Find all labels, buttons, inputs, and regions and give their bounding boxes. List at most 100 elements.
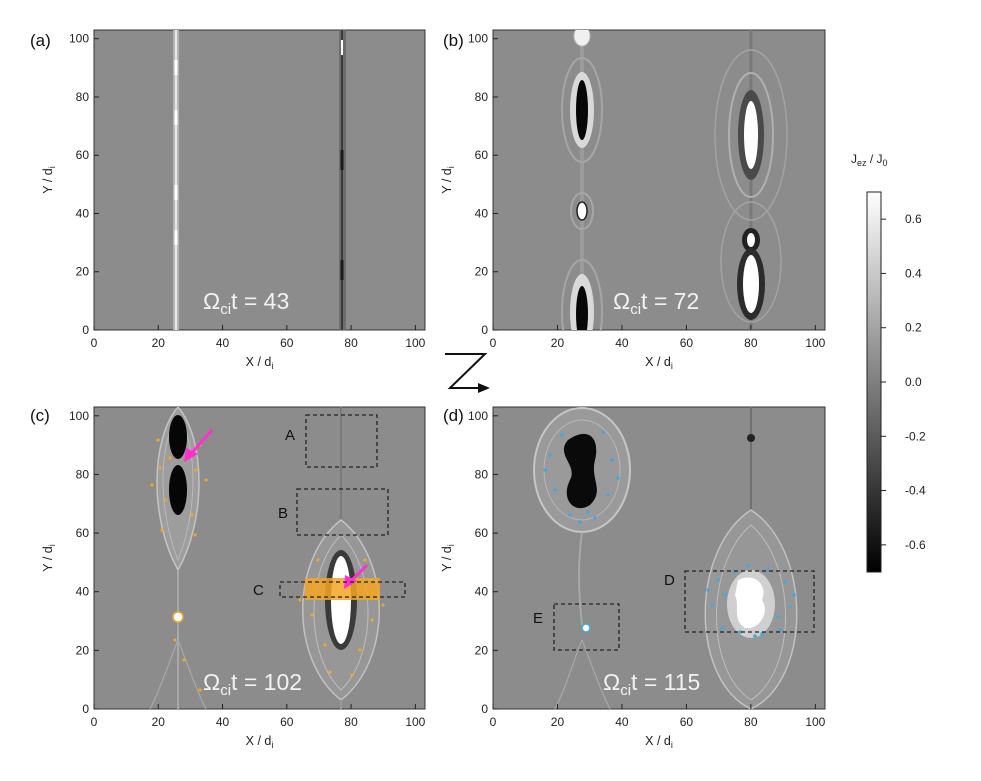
y-tick-label: 20: [76, 265, 90, 279]
panel-d: D E (d) Ωcit = 115: [443, 406, 826, 710]
panel-c-label: (c): [30, 406, 50, 425]
y-tick-label: 20: [475, 643, 489, 657]
x-tick-label: 0: [91, 336, 98, 350]
panel-a: (a) Ωcit = 43: [30, 29, 426, 331]
panel-d-axes: 0 20 40 60 80 100 0 20 40 60 80 100 X / di Y / di: [440, 409, 826, 750]
svg-text:Ωcit = 102: Ωcit = 102: [203, 669, 302, 699]
panel-c-orange-markers: [150, 438, 385, 692]
x-tick-label: 20: [152, 336, 166, 350]
x-tick-label: 60: [680, 336, 694, 350]
x-tick-label: 20: [551, 715, 565, 729]
y-tick-label: 60: [76, 148, 90, 162]
x-tick-label: 40: [615, 336, 629, 350]
y-tick-label: 100: [468, 32, 488, 46]
panel-c: A B C (c) Ωcit = 102: [30, 406, 426, 710]
x-tick-label: 100: [805, 715, 825, 729]
y-tick-label: 0: [82, 323, 89, 337]
y-tick-label: 100: [468, 409, 488, 423]
panel-b-time-label: Ωcit = 72: [613, 288, 699, 318]
colorbar-tick-label: -0.6: [905, 538, 926, 552]
panel-c-time-label: Ωcit = 102: [203, 669, 302, 699]
x-tick-label: 100: [405, 715, 425, 729]
x-tick-label: 20: [152, 715, 166, 729]
box-d-label: D: [664, 572, 675, 589]
x-tick-label: 0: [91, 715, 98, 729]
x-tick-label: 80: [344, 715, 358, 729]
y-tick-label: 40: [76, 206, 90, 220]
panel-a-axes: 0 20 40 60 80 100 0 20 40 60 80 100 X / di Y / di: [41, 32, 426, 371]
y-axis-label: Y / di: [440, 166, 456, 193]
y-tick-label: 40: [475, 585, 489, 599]
x-tick-label: 40: [615, 715, 629, 729]
x-tick-label: 60: [680, 715, 694, 729]
y-tick-label: 20: [475, 265, 489, 279]
y-axis-label: Y / di: [41, 544, 57, 571]
panel-b-axes: 0 20 40 60 80 100 0 20 40 60 80 100 X / di Y / di: [440, 32, 826, 371]
box-b: [296, 488, 389, 536]
y-tick-label: 40: [76, 585, 90, 599]
x-tick-label: 80: [744, 715, 758, 729]
box-b-label: B: [278, 505, 288, 522]
y-tick-label: 40: [475, 206, 489, 220]
box-e: [553, 603, 620, 651]
panel-d-label: (d): [443, 406, 464, 425]
x-tick-label: 0: [490, 715, 497, 729]
colorbar-gradient: [866, 191, 882, 573]
colorbar-tick-label: -0.2: [905, 429, 926, 443]
x-tick-label: 0: [490, 336, 497, 350]
y-tick-label: 60: [475, 148, 489, 162]
y-axis-label: Y / di: [41, 166, 57, 193]
box-e-label: E: [533, 610, 543, 627]
panel-d-blue-markers: [543, 430, 796, 638]
y-tick-label: 60: [76, 526, 90, 540]
x-tick-label: 80: [344, 336, 358, 350]
y-tick-label: 20: [76, 643, 90, 657]
colorbar-title: Jez / J0: [851, 152, 888, 168]
panel-c-axes: 0 20 40 60 80 100 0 20 40 60 80 100 X / di Y / di: [41, 409, 426, 750]
colorbar: Jez / J0 0.6 0.4 0.2 0.0 -0.2 -0.4 -0.6: [851, 152, 926, 573]
colorbar-tick-label: 0.2: [905, 321, 922, 335]
y-tick-label: 0: [481, 702, 488, 716]
box-c-label: C: [253, 582, 264, 599]
y-tick-label: 80: [76, 90, 90, 104]
y-axis-label: Y / di: [440, 544, 456, 571]
panel-d-islands: [533, 407, 798, 709]
x-tick-label: 20: [551, 336, 565, 350]
y-tick-label: 80: [76, 467, 90, 481]
y-tick-label: 100: [69, 409, 89, 423]
x-tick-label: 100: [805, 336, 825, 350]
svg-text:Ωcit = 43: Ωcit = 43: [203, 288, 289, 318]
panel-c-islands: [149, 407, 385, 709]
x-tick-label: 40: [216, 336, 230, 350]
x-axis-label: X / di: [645, 355, 673, 371]
x-axis-label: X / di: [246, 355, 274, 371]
z-sequence-arrow: [445, 353, 490, 393]
x-tick-label: 80: [744, 336, 758, 350]
svg-text:Ωcit = 115: Ωcit = 115: [603, 669, 700, 699]
x-tick-label: 60: [280, 715, 294, 729]
panel-b-islands: [561, 30, 788, 330]
box-d: [684, 570, 815, 633]
x-tick-label: 100: [405, 336, 425, 350]
panel-b-label: (b): [443, 31, 464, 50]
panel-b: (b) Ωcit = 72: [443, 29, 826, 331]
svg-text:Ωcit = 72: Ωcit = 72: [613, 288, 699, 318]
colorbar-tick-label: 0.0: [905, 375, 922, 389]
x-axis-label: X / di: [645, 734, 673, 750]
box-a-label: A: [285, 427, 295, 444]
x-tick-label: 60: [280, 336, 294, 350]
panel-a-current-sheets: [173, 30, 346, 330]
axes: 0 20 40 60 80 100 0 20 40 60 80 100 X / di Y / di 0 20 4…: [41, 32, 826, 750]
x-axis-label: X / di: [246, 734, 274, 750]
panel-a-label: (a): [30, 31, 51, 50]
panel-a-time-label: Ωcit = 43: [203, 288, 289, 318]
y-tick-label: 80: [475, 467, 489, 481]
y-tick-label: 0: [481, 323, 488, 337]
y-tick-label: 0: [82, 702, 89, 716]
colorbar-tick-label: 0.6: [905, 212, 922, 226]
panel-d-time-label: Ωcit = 115: [603, 669, 700, 699]
y-tick-label: 80: [475, 90, 489, 104]
y-tick-label: 60: [475, 526, 489, 540]
y-tick-label: 100: [69, 32, 89, 46]
